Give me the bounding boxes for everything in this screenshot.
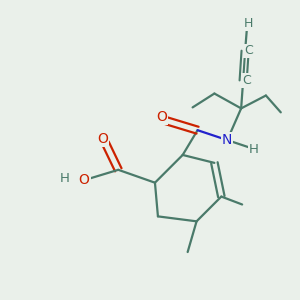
- Text: H: H: [59, 172, 69, 185]
- Text: C: C: [244, 44, 253, 57]
- Text: H: H: [244, 17, 253, 30]
- Text: O: O: [97, 132, 108, 145]
- Text: C: C: [242, 74, 251, 87]
- Text: O: O: [157, 110, 167, 124]
- Text: H: H: [249, 143, 259, 156]
- Text: O: O: [79, 173, 90, 187]
- Text: N: N: [222, 133, 232, 147]
